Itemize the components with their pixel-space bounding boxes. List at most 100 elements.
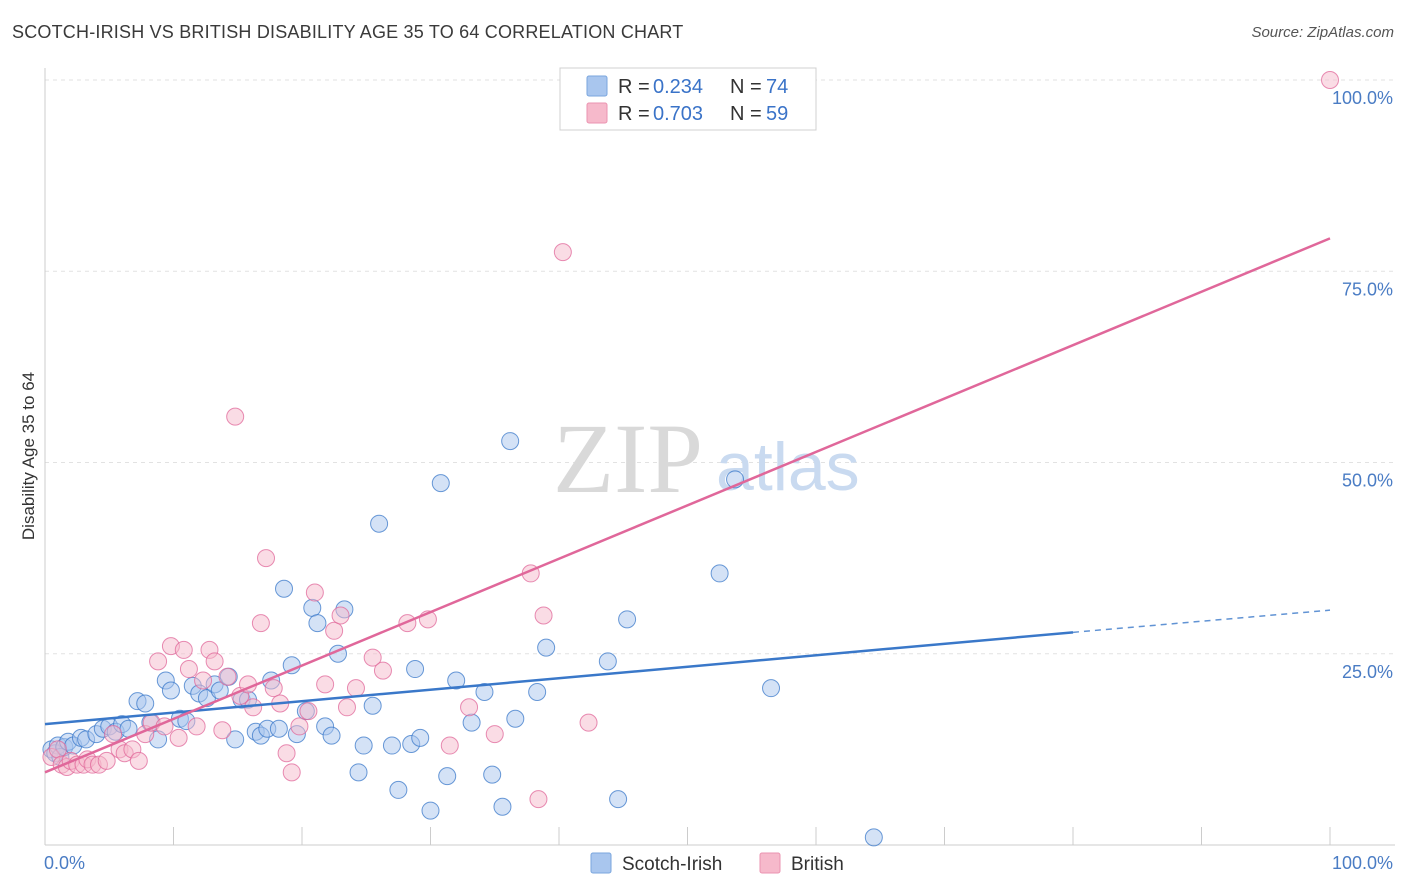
bottom-legend-label-scotch-irish: Scotch-Irish	[622, 854, 722, 875]
trend-lines	[44, 237, 1331, 774]
point-scotch-irish-68	[598, 652, 617, 671]
point-british-25	[194, 671, 213, 690]
data-points	[42, 71, 1339, 847]
x-tick-label-1: 100.0%	[1332, 853, 1393, 873]
point-scotch-irish-42	[308, 614, 327, 633]
point-scotch-irish-55	[411, 728, 430, 747]
point-scotch-irish-47	[349, 763, 368, 782]
point-british-23	[179, 660, 198, 679]
point-british-59	[579, 713, 598, 732]
bottom-legend-swatch-british	[759, 852, 781, 874]
point-scotch-irish-62	[483, 765, 502, 784]
x-tick-labels: 0.0% 100.0%	[44, 853, 1393, 873]
watermark: ZIP atlas	[553, 403, 860, 514]
point-british-53	[460, 698, 479, 717]
point-british-40	[290, 717, 309, 736]
y-tick-label-1: 50.0%	[1342, 471, 1393, 491]
point-british-52	[440, 736, 459, 755]
point-british-45	[331, 606, 350, 625]
legend-bottom: Scotch-Irish British	[590, 852, 844, 875]
chart-source: Source: ZipAtlas.com	[1251, 24, 1394, 41]
point-british-41	[299, 702, 318, 721]
point-british-58	[553, 243, 572, 262]
point-british-24	[187, 717, 206, 736]
point-scotch-irish-60	[462, 713, 481, 732]
x-tick-label-0: 0.0%	[44, 853, 85, 873]
point-scotch-irish-50	[370, 514, 389, 533]
point-scotch-irish-29	[226, 730, 245, 749]
point-british-49	[373, 661, 392, 680]
point-british-34	[251, 614, 270, 633]
legend-n-value-1: 74	[766, 76, 788, 98]
point-british-54	[485, 725, 504, 744]
chart-title: SCOTCH-IRISH VS BRITISH DISABILITY AGE 3…	[12, 22, 684, 42]
point-british-44	[325, 621, 344, 640]
point-scotch-irish-52	[389, 780, 408, 799]
point-british-11	[104, 725, 123, 744]
point-british-42	[305, 583, 324, 602]
y-tick-label-3: 100.0%	[1332, 88, 1393, 108]
point-scotch-irish-69	[609, 790, 628, 809]
y-axis-label: Disability Age 35 to 64	[19, 372, 38, 540]
point-scotch-irish-59	[447, 671, 466, 690]
bottom-legend-label-british: British	[791, 854, 844, 875]
legend-swatch-scotch-irish	[586, 75, 608, 97]
point-scotch-irish-54	[406, 660, 425, 679]
point-scotch-irish-44	[322, 726, 341, 745]
point-scotch-irish-66	[528, 683, 547, 701]
trend-line-british	[44, 237, 1331, 774]
watermark-zip-text: ZIP	[553, 403, 703, 514]
point-scotch-irish-71	[710, 564, 729, 583]
legend-n-value-2: 59	[766, 103, 788, 125]
point-british-29	[218, 667, 237, 686]
point-scotch-irish-57	[431, 474, 450, 493]
point-scotch-irish-64	[501, 432, 520, 451]
point-scotch-irish-20	[161, 681, 180, 700]
point-scotch-irish-49	[363, 696, 382, 715]
point-scotch-irish-65	[506, 709, 525, 728]
point-british-10	[97, 751, 116, 770]
point-british-36	[264, 679, 283, 698]
point-scotch-irish-51	[382, 736, 401, 755]
point-british-43	[316, 675, 335, 694]
bottom-legend-swatch-scotch-irish	[590, 852, 612, 874]
point-british-47	[346, 679, 365, 698]
point-british-38	[277, 744, 296, 763]
watermark-atlas-text: atlas	[716, 429, 860, 505]
point-scotch-irish-63	[493, 797, 512, 816]
point-scotch-irish-56	[421, 801, 440, 820]
point-scotch-irish-37	[275, 579, 294, 598]
point-british-28	[213, 721, 232, 740]
point-british-60	[1321, 71, 1339, 89]
legend-r-value-1: 0.234	[653, 76, 703, 98]
point-british-30	[226, 407, 245, 426]
point-british-27	[205, 652, 224, 671]
point-scotch-irish-67	[537, 638, 556, 657]
point-british-15	[129, 751, 148, 770]
y-tick-label-2: 75.0%	[1342, 279, 1393, 299]
point-scotch-irish-36	[269, 719, 288, 738]
trend-line-scotch-irish	[44, 631, 1074, 726]
axes	[44, 68, 1395, 846]
point-scotch-irish-16	[136, 694, 155, 713]
y-tick-labels: 25.0% 50.0% 75.0% 100.0%	[1332, 88, 1393, 682]
legend-top: R = 0.234 N = 74 R = 0.703 N = 59	[559, 67, 817, 131]
point-scotch-irish-61	[475, 683, 494, 701]
point-british-48	[363, 648, 382, 667]
point-scotch-irish-48	[354, 736, 373, 755]
point-british-39	[282, 763, 301, 782]
point-scotch-irish-41	[303, 598, 322, 617]
point-scotch-irish-73	[762, 679, 781, 698]
point-scotch-irish-74	[864, 828, 883, 847]
point-british-56	[529, 790, 548, 809]
y-tick-label-0: 25.0%	[1342, 662, 1393, 682]
point-british-35	[257, 549, 276, 568]
legend-n-label-1: N =	[730, 76, 762, 98]
point-scotch-irish-58	[438, 767, 457, 786]
legend-r-label-1: R =	[618, 76, 650, 98]
legend-n-label-2: N =	[730, 103, 762, 125]
point-british-57	[534, 606, 553, 625]
legend-r-value-2: 0.703	[653, 103, 703, 125]
point-scotch-irish-70	[618, 610, 637, 629]
